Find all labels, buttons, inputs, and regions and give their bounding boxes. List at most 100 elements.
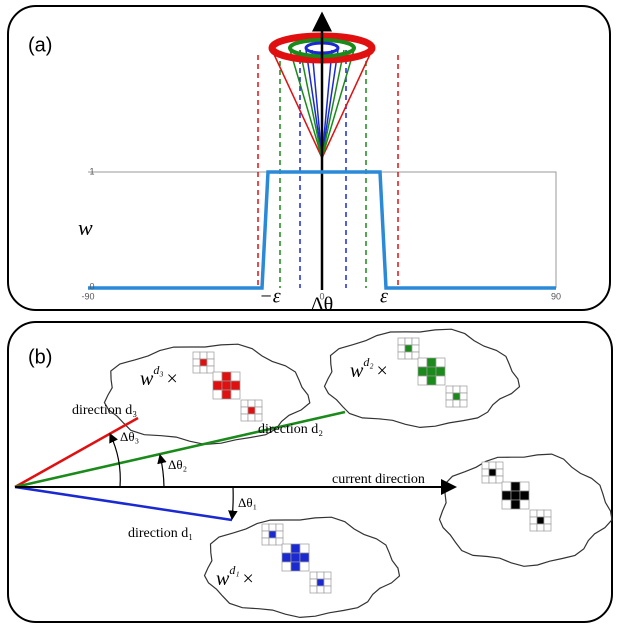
weight-op: × <box>167 368 178 390</box>
y-tick-label: 1 <box>89 166 94 176</box>
voxel <box>231 390 240 399</box>
voxel <box>282 553 291 562</box>
voxel <box>412 338 419 345</box>
voxel <box>291 553 300 562</box>
voxel <box>300 544 309 553</box>
voxel <box>222 390 231 399</box>
voxel <box>300 562 309 571</box>
voxel <box>537 524 544 531</box>
voxel <box>436 367 445 376</box>
voxel <box>453 400 460 407</box>
voxel <box>453 386 460 393</box>
weight-sup: d₂ <box>363 355 373 369</box>
voxel <box>248 400 255 407</box>
voxel <box>427 358 436 367</box>
voxel <box>276 524 283 531</box>
voxel <box>255 407 262 414</box>
voxel <box>446 386 453 393</box>
voxel <box>511 500 520 509</box>
voxel <box>222 372 231 381</box>
weight-sup: d₁ <box>229 563 239 577</box>
voxel <box>193 359 200 366</box>
voxel <box>269 538 276 545</box>
voxel <box>502 491 511 500</box>
x-tick-label: 90 <box>551 291 561 301</box>
voxel <box>255 400 262 407</box>
voxel <box>405 352 412 359</box>
weight-label: wd₂ × <box>350 355 388 382</box>
weight-base: w <box>216 568 230 590</box>
voxel <box>398 352 405 359</box>
voxel <box>282 544 291 553</box>
direction-label: direction d₁ <box>128 526 193 541</box>
voxel <box>418 358 427 367</box>
voxel <box>405 338 412 345</box>
epsilon-label: ε <box>380 286 388 308</box>
voxel <box>436 358 445 367</box>
angle-label: Δθ₂ <box>168 457 187 472</box>
voxel <box>446 400 453 407</box>
voxel <box>222 381 231 390</box>
voxel <box>269 531 276 538</box>
voxel <box>520 491 529 500</box>
voxel <box>324 579 331 586</box>
voxel <box>537 510 544 517</box>
voxel <box>496 462 503 469</box>
weight-label: wd₃× <box>140 363 178 390</box>
voxel <box>530 510 537 517</box>
voxel <box>530 524 537 531</box>
voxel <box>489 476 496 483</box>
voxel <box>418 376 427 385</box>
voxel <box>213 381 222 390</box>
angle-arc <box>232 487 233 519</box>
angle-arc <box>160 455 164 487</box>
voxel <box>482 462 489 469</box>
direction-label: current direction <box>332 472 425 487</box>
voxel <box>398 338 405 345</box>
voxel <box>317 579 324 586</box>
voxel <box>207 352 214 359</box>
epsilon-label: −ε <box>259 286 280 308</box>
figure: (a) -90 0 90 1 0 w −ε ε Δθ (b) direction <box>0 0 618 625</box>
panel-label: (a) <box>28 34 52 56</box>
voxel <box>200 352 207 359</box>
voxel <box>520 482 529 491</box>
y-axis-label: w <box>78 215 93 240</box>
angle-label: Δθ₁ <box>238 495 257 510</box>
voxel <box>255 414 262 421</box>
voxel <box>496 469 503 476</box>
weight-base: w <box>350 360 364 382</box>
voxel <box>502 482 511 491</box>
voxel <box>405 345 412 352</box>
voxel <box>544 510 551 517</box>
voxel <box>324 572 331 579</box>
voxel <box>412 345 419 352</box>
voxel <box>398 345 405 352</box>
weight-base: w <box>140 368 154 390</box>
voxel <box>231 372 240 381</box>
voxel <box>269 524 276 531</box>
voxel <box>482 476 489 483</box>
y-tick-label: 0 <box>89 281 94 291</box>
voxel <box>282 562 291 571</box>
voxel <box>544 524 551 531</box>
voxel <box>262 531 269 538</box>
voxel <box>436 376 445 385</box>
weight-op: × <box>377 360 388 382</box>
brain-outline <box>440 454 613 566</box>
voxel <box>520 500 529 509</box>
voxel <box>427 367 436 376</box>
voxel <box>489 462 496 469</box>
voxel <box>262 524 269 531</box>
direction-label: direction d₃ <box>72 403 137 418</box>
weight-label: wd₁× <box>216 563 254 590</box>
voxel <box>276 531 283 538</box>
voxel <box>310 572 317 579</box>
x-axis-label: Δθ <box>311 294 333 316</box>
voxel <box>241 400 248 407</box>
voxel <box>530 517 537 524</box>
voxel <box>460 400 467 407</box>
voxel <box>453 393 460 400</box>
voxel <box>511 491 520 500</box>
voxel <box>324 586 331 593</box>
